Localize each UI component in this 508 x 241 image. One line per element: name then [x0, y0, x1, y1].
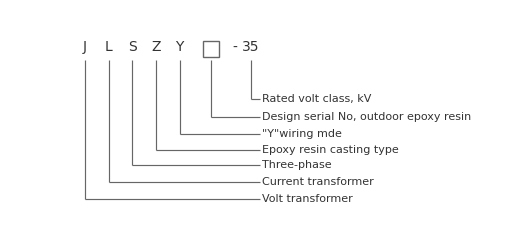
Text: -: - [232, 40, 237, 54]
Text: Z: Z [151, 40, 161, 54]
Text: Y: Y [175, 40, 184, 54]
Text: Three-phase: Three-phase [262, 160, 332, 170]
Text: Rated volt class, kV: Rated volt class, kV [262, 94, 372, 103]
Text: S: S [128, 40, 137, 54]
Text: Current transformer: Current transformer [262, 177, 374, 187]
Text: Volt transformer: Volt transformer [262, 194, 353, 204]
Text: J: J [83, 40, 87, 54]
Text: "Y"wiring mde: "Y"wiring mde [262, 129, 342, 139]
Text: Epoxy resin casting type: Epoxy resin casting type [262, 146, 399, 155]
Text: Design serial No, outdoor epoxy resin: Design serial No, outdoor epoxy resin [262, 112, 471, 122]
Text: L: L [105, 40, 113, 54]
Bar [203, 41, 219, 58]
Text: 35: 35 [242, 40, 259, 54]
